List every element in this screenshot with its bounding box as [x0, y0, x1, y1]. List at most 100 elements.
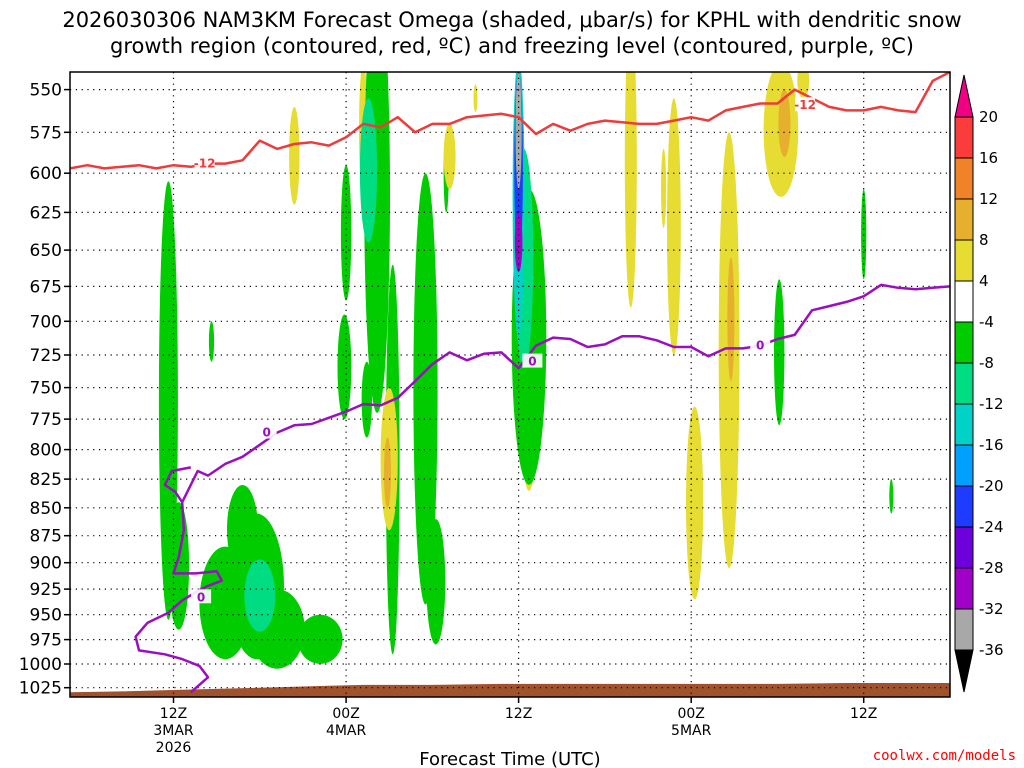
y-tick-label: 700 — [30, 312, 62, 332]
colorbar: 20 16 12 8 4 -4 -8 -12 -16 -20 -24 -28 -32 -36 — [954, 74, 1004, 693]
contour-label-bg — [191, 589, 212, 604]
colorbar-tick-label: 4 — [979, 272, 989, 290]
credit-link[interactable]: coolwx.com/models — [873, 748, 1016, 764]
omega-cell — [244, 559, 276, 632]
colorbar-swatch — [954, 444, 974, 487]
y-tick-label: 575 — [30, 123, 62, 143]
contour-label-bg — [522, 353, 543, 368]
contour-label-bg — [256, 424, 277, 439]
contour-label-bg — [194, 155, 215, 170]
y-tick-label: 775 — [30, 410, 62, 430]
x-tick-label: 00Z — [677, 706, 704, 722]
omega-cell — [778, 89, 791, 157]
y-tick-label: 825 — [30, 470, 62, 490]
y-tick-label: 675 — [30, 277, 62, 297]
y-axis: 550 575 600 625 650 675 700 725 750 775 800 825 850 8… — [19, 81, 70, 699]
y-tick-label: 975 — [30, 631, 62, 651]
colorbar-tick-label: 16 — [979, 149, 998, 167]
y-tick-label: 725 — [30, 346, 62, 366]
chart-title-line2: growth region (contoured, red, ºC) and f… — [110, 34, 914, 58]
y-tick-label: 950 — [30, 606, 62, 626]
colorbar-top-arrow — [954, 74, 974, 118]
x-tick-label: 5MAR — [671, 723, 712, 739]
omega-cell — [661, 148, 667, 228]
colorbar-tick-label: 12 — [979, 190, 998, 208]
x-tick-label: 2026 — [156, 740, 192, 756]
contour-label: -12 — [794, 98, 816, 112]
x-tick-label: 3MAR — [153, 723, 194, 739]
plot-frame — [69, 71, 951, 698]
omega-cell — [443, 123, 456, 190]
omega-cell — [289, 106, 300, 205]
y-tick-label: 800 — [30, 441, 62, 461]
contour-label: 0 — [197, 590, 205, 604]
y-tick-label: 1025 — [19, 679, 62, 699]
colorbar-tick-label: -36 — [979, 641, 1004, 659]
contour-label: 0 — [756, 339, 764, 353]
omega-cell — [384, 437, 391, 508]
y-tick-label: 600 — [30, 164, 62, 184]
contour-label-bg — [795, 97, 816, 112]
omega-cell — [413, 173, 438, 605]
omega-cell — [158, 181, 178, 620]
y-tick-label: 550 — [30, 81, 62, 101]
x-axis-label: Forecast Time (UTC) — [419, 749, 600, 768]
colorbar-swatch — [954, 403, 974, 446]
omega-cell — [514, 212, 523, 272]
colorbar-swatch — [954, 116, 974, 159]
colorbar-swatch — [954, 280, 974, 323]
y-tick-label: 875 — [30, 527, 62, 547]
colorbar-swatch — [954, 239, 974, 282]
colorbar-tick-label: 20 — [979, 108, 998, 126]
colorbar-swatch — [954, 485, 974, 528]
colorbar-tick-label: -28 — [979, 559, 1004, 577]
contour-label-bg — [750, 337, 771, 352]
omega-cell — [359, 98, 378, 243]
y-tick-label: 625 — [30, 203, 62, 223]
omega-cell — [361, 361, 372, 438]
contour-label: -12 — [194, 157, 216, 171]
omega-cell — [473, 84, 478, 112]
contour-label: 0 — [263, 426, 271, 440]
colorbar-swatch — [954, 321, 974, 364]
contour-label: 0 — [528, 355, 536, 369]
y-tick-label: 900 — [30, 554, 62, 574]
colorbar-tick-label: -4 — [979, 313, 994, 331]
chart-title-line1: 2026030306 NAM3KM Forecast Omega (shaded… — [62, 8, 961, 32]
colorbar-swatch — [954, 157, 974, 200]
omega-cell — [727, 257, 735, 382]
omega-cell — [889, 479, 894, 514]
omega-cell — [667, 98, 681, 355]
colorbar-swatch — [954, 362, 974, 405]
x-tick-label: 12Z — [160, 706, 187, 722]
omega-cell — [861, 189, 867, 280]
colorbar-tick-label: -16 — [979, 436, 1004, 454]
colorbar-tick-label: -12 — [979, 395, 1004, 413]
colorbar-swatch — [954, 567, 974, 610]
omega-cell — [686, 406, 704, 600]
colorbar-swatch — [954, 526, 974, 569]
omega-cell — [624, 72, 637, 308]
colorbar-tick-label: -24 — [979, 518, 1004, 536]
y-tick-label: 850 — [30, 499, 62, 519]
freezing-level-lower-line — [134, 502, 224, 694]
colorbar-swatch — [954, 608, 974, 651]
omega-cell — [337, 314, 352, 420]
ground-surface — [70, 683, 950, 697]
x-tick-label: 4MAR — [326, 723, 367, 739]
x-tick-label: 12Z — [505, 706, 532, 722]
colorbar-tick-label: -20 — [979, 477, 1004, 495]
dgz-contour-line — [70, 72, 950, 170]
colorbar-tick-label: -32 — [979, 600, 1004, 618]
omega-cell — [340, 165, 352, 301]
y-tick-label: 1000 — [19, 655, 62, 675]
y-tick-label: 925 — [30, 580, 62, 600]
x-tick-label: 00Z — [332, 706, 359, 722]
colorbar-tick-label: 8 — [979, 231, 989, 249]
x-tick-label: 12Z — [850, 706, 877, 722]
contour-labels: -12 -12 0 0 0 0 — [191, 97, 816, 604]
colorbar-tick-label: -8 — [979, 354, 994, 372]
y-tick-label: 650 — [30, 241, 62, 261]
